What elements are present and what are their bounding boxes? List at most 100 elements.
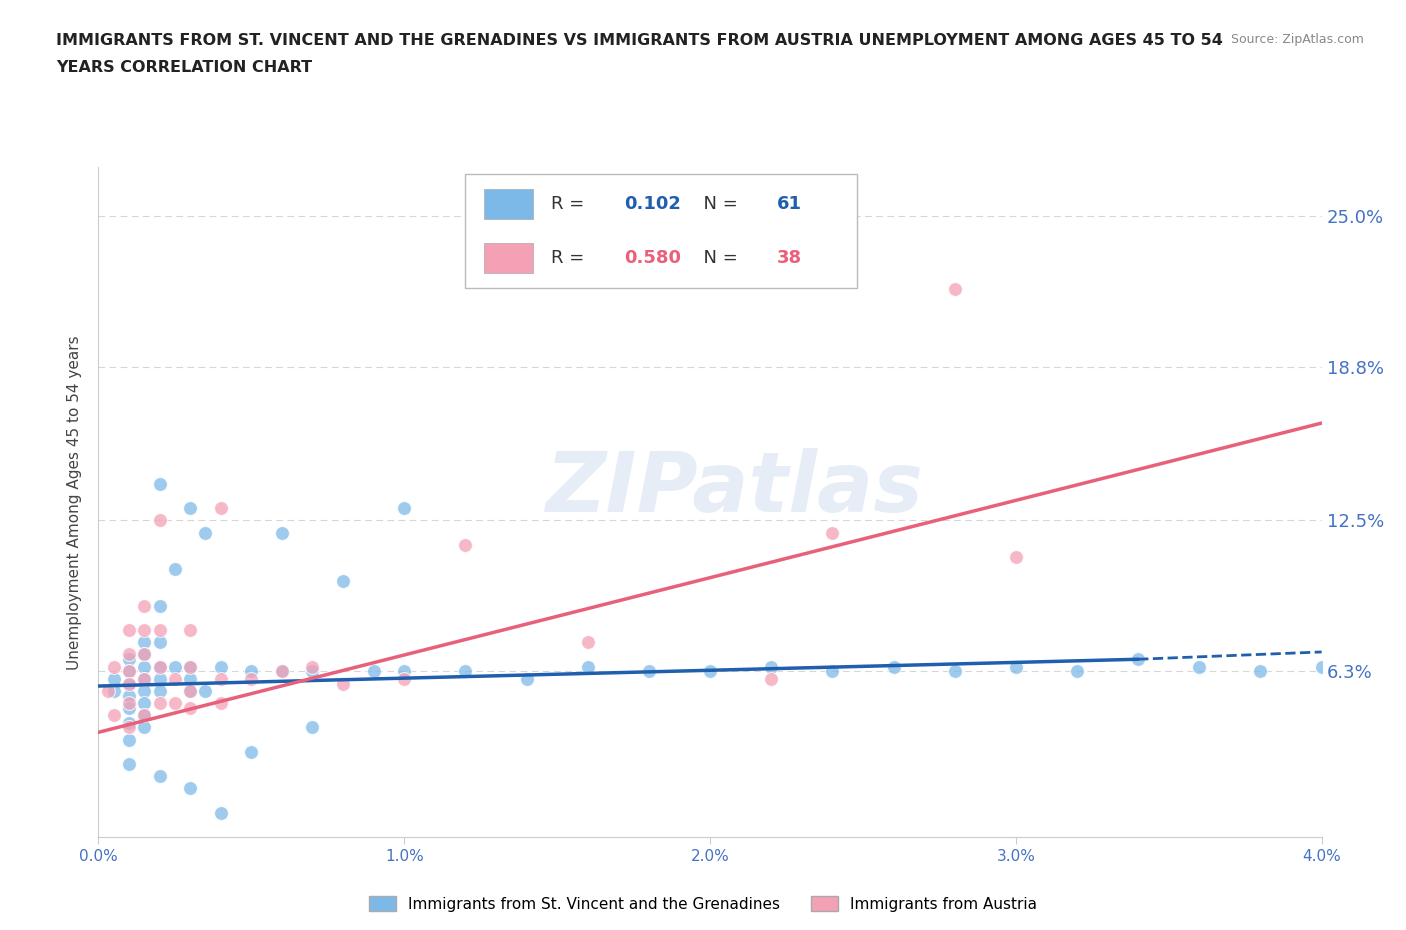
Point <box>118 696 141 711</box>
Point <box>392 501 416 516</box>
Point <box>134 647 156 662</box>
Point <box>118 622 141 637</box>
Point <box>163 671 186 686</box>
Point <box>240 744 263 759</box>
Text: 61: 61 <box>778 195 803 213</box>
Point <box>179 700 201 715</box>
Point <box>134 622 156 637</box>
Point <box>270 525 294 540</box>
Point <box>576 635 599 650</box>
Point <box>149 659 172 674</box>
Point <box>118 652 141 667</box>
Point <box>103 671 125 686</box>
Point <box>301 659 323 674</box>
Point <box>103 684 125 698</box>
Point <box>118 688 141 703</box>
Point <box>149 671 172 686</box>
Point <box>363 664 385 679</box>
Point <box>209 805 232 820</box>
Point <box>194 684 217 698</box>
Point <box>392 671 416 686</box>
Point <box>209 696 232 711</box>
Point <box>943 664 966 679</box>
Point <box>179 684 201 698</box>
Point <box>179 671 201 686</box>
Point <box>1066 664 1088 679</box>
Text: Source: ZipAtlas.com: Source: ZipAtlas.com <box>1230 33 1364 46</box>
Point <box>179 622 201 637</box>
Point <box>103 659 125 674</box>
Text: ZIPatlas: ZIPatlas <box>546 448 924 529</box>
Point <box>179 781 201 796</box>
Point <box>134 720 156 735</box>
Point <box>454 664 477 679</box>
FancyBboxPatch shape <box>484 243 533 272</box>
Point <box>759 671 782 686</box>
Text: R =: R = <box>551 195 591 213</box>
Point <box>759 659 782 674</box>
Text: N =: N = <box>692 249 744 267</box>
Point <box>149 513 172 528</box>
Point <box>163 659 186 674</box>
Point <box>1004 550 1026 565</box>
Text: IMMIGRANTS FROM ST. VINCENT AND THE GRENADINES VS IMMIGRANTS FROM AUSTRIA UNEMPL: IMMIGRANTS FROM ST. VINCENT AND THE GREN… <box>56 33 1223 47</box>
Point <box>163 696 186 711</box>
Point <box>149 622 172 637</box>
Point <box>149 696 172 711</box>
Point <box>209 501 232 516</box>
Point <box>270 664 294 679</box>
Point <box>149 769 172 784</box>
Point <box>97 684 120 698</box>
Point <box>134 671 156 686</box>
Text: R =: R = <box>551 249 591 267</box>
Point <box>1188 659 1211 674</box>
Point <box>821 664 844 679</box>
Point <box>821 525 844 540</box>
Point <box>699 664 721 679</box>
Point <box>179 501 201 516</box>
Point <box>134 671 156 686</box>
Point <box>240 671 263 686</box>
Point <box>118 676 141 691</box>
Point <box>301 664 323 679</box>
Point <box>149 684 172 698</box>
Point <box>134 598 156 613</box>
Point <box>149 659 172 674</box>
Point <box>576 659 599 674</box>
Point <box>454 538 477 552</box>
Point <box>1310 659 1333 674</box>
Point <box>118 700 141 715</box>
Point <box>332 676 354 691</box>
Point <box>179 659 201 674</box>
Point <box>118 720 141 735</box>
Point <box>392 664 416 679</box>
Point <box>134 684 156 698</box>
Point <box>134 647 156 662</box>
Point <box>179 659 201 674</box>
Point <box>270 664 294 679</box>
Legend: Immigrants from St. Vincent and the Grenadines, Immigrants from Austria: Immigrants from St. Vincent and the Gren… <box>363 889 1043 918</box>
Point <box>134 696 156 711</box>
Point <box>209 659 232 674</box>
Text: YEARS CORRELATION CHART: YEARS CORRELATION CHART <box>56 60 312 75</box>
Point <box>163 562 186 577</box>
Point <box>118 664 141 679</box>
Point <box>637 664 661 679</box>
Point <box>943 282 966 297</box>
Point <box>118 676 141 691</box>
Text: 0.580: 0.580 <box>624 249 682 267</box>
Point <box>134 635 156 650</box>
Point <box>516 671 538 686</box>
FancyBboxPatch shape <box>484 189 533 219</box>
Point <box>240 664 263 679</box>
FancyBboxPatch shape <box>465 174 856 288</box>
Text: 38: 38 <box>778 249 803 267</box>
Text: 0.102: 0.102 <box>624 195 682 213</box>
Point <box>1249 664 1271 679</box>
Point <box>209 671 232 686</box>
Point <box>103 708 125 723</box>
Point <box>179 684 201 698</box>
Point <box>1128 652 1150 667</box>
Point <box>118 715 141 730</box>
Point <box>301 720 323 735</box>
